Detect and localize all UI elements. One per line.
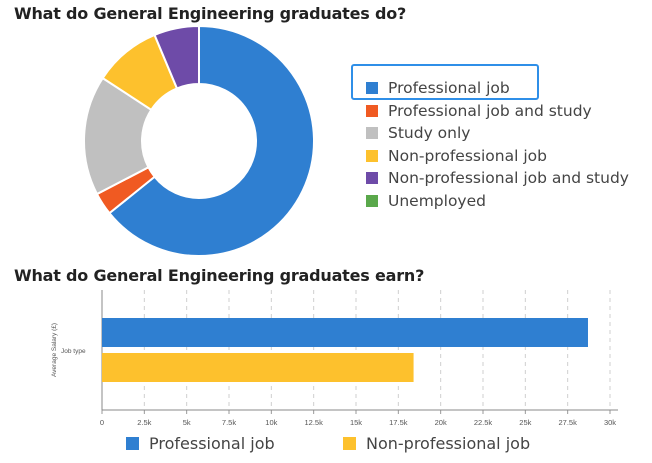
x-tick-label: 12.5k <box>304 418 323 427</box>
x-tick-label: 15k <box>350 418 362 427</box>
legend-swatch <box>366 127 378 140</box>
x-tick-label: 2.5k <box>137 418 151 427</box>
bar-chart-title: What do General Engineering graduates ea… <box>14 266 425 285</box>
legend-label: Non-professional job <box>388 146 547 165</box>
donut-chart <box>83 24 315 257</box>
donut-chart-title: What do General Engineering graduates do… <box>14 4 407 23</box>
y-axis-label: Average Salary (£) <box>51 323 58 377</box>
legend-label: Study only <box>388 124 471 143</box>
legend-item-professional-job-and-study[interactable]: Professional job and study <box>366 100 629 123</box>
legend-item-non-professional-job-and-study[interactable]: Non-professional job and study <box>366 167 629 190</box>
legend-highlight-box <box>351 64 539 100</box>
legend-label: Professional job <box>388 79 510 98</box>
x-tick-label: 22.5k <box>474 418 493 427</box>
legend-label: Professional job <box>149 434 275 453</box>
x-tick-label: 5k <box>183 418 191 427</box>
donut-legend: Professional job Professional job and st… <box>366 77 629 212</box>
x-tick-label: 25k <box>519 418 531 427</box>
x-tick-label: 30k <box>604 418 616 427</box>
donut-slice-professional-job[interactable] <box>108 24 315 257</box>
bar-professional-job[interactable] <box>102 318 588 347</box>
legend-swatch <box>366 194 378 207</box>
legend-swatch <box>126 437 139 450</box>
bar-non-professional-job[interactable] <box>102 353 414 382</box>
legend-item-non-professional-job[interactable]: Non-professional job <box>366 145 629 168</box>
legend-item-study-only[interactable]: Study only <box>366 122 629 145</box>
legend-label: Non-professional job and study <box>388 169 629 188</box>
legend-swatch <box>343 437 356 450</box>
bar-legend-item-professional-job[interactable]: Professional job <box>126 434 275 453</box>
x-tick-label: 10k <box>265 418 277 427</box>
legend-item-professional-job[interactable]: Professional job <box>366 77 629 100</box>
legend-swatch <box>366 172 378 185</box>
donut-slice-non-professional-job-and-study[interactable] <box>153 24 200 90</box>
bar-legend-item-non-professional-job[interactable]: Non-professional job <box>343 434 530 453</box>
legend-swatch <box>366 149 378 162</box>
x-tick-label: 27.5k <box>558 418 577 427</box>
legend-label: Non-professional job <box>366 434 531 453</box>
legend-swatch <box>366 104 378 117</box>
category-label: Job type <box>61 348 86 355</box>
legend-swatch <box>366 82 378 95</box>
x-tick-label: 0 <box>100 418 104 427</box>
x-tick-label: 17.5k <box>389 418 408 427</box>
legend-label: Professional job and study <box>388 101 592 120</box>
legend-label: Unemployed <box>388 191 486 210</box>
x-tick-label: 7.5k <box>222 418 236 427</box>
legend-item-unemployed[interactable]: Unemployed <box>366 190 629 213</box>
x-tick-label: 20k <box>435 418 447 427</box>
